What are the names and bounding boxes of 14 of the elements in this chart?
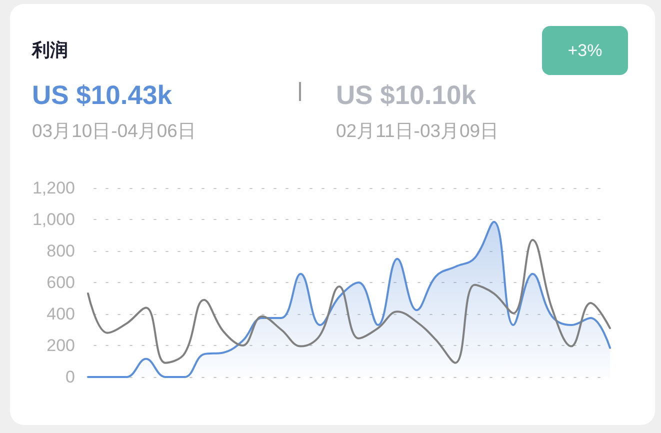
text: +3% xyxy=(568,40,602,60)
text: US $10.43k xyxy=(32,80,172,110)
y-tick-label: 1,200 xyxy=(32,178,75,198)
y-tick-label: 400 xyxy=(46,304,75,324)
chart-title: 利润 xyxy=(32,40,68,61)
text: 03月10日-04月06日 xyxy=(32,120,196,142)
text: 02月11日-03月09日 xyxy=(336,120,500,142)
line-series xyxy=(87,238,611,364)
y-tick-label: 1,000 xyxy=(32,210,75,229)
y-tick-label: 200 xyxy=(46,336,75,355)
y-tick-label: 0 xyxy=(66,368,75,386)
y-tick-label: 600 xyxy=(46,273,75,292)
y-tick-label: 800 xyxy=(46,242,75,260)
text: US $10.10k xyxy=(336,80,476,110)
